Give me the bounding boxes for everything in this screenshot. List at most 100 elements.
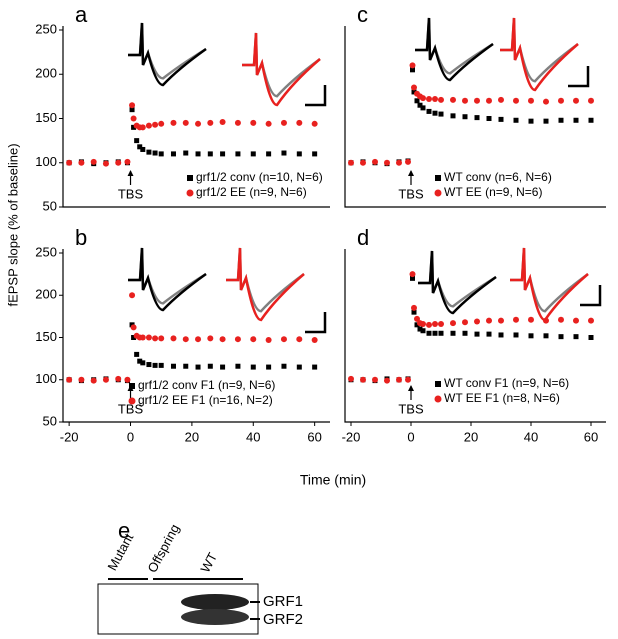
data-point xyxy=(411,309,417,315)
legend-marker xyxy=(187,175,193,181)
data-point xyxy=(78,376,85,383)
scale-bar xyxy=(568,66,590,88)
data-point xyxy=(140,146,146,152)
data-point xyxy=(234,119,241,126)
data-point xyxy=(528,118,534,124)
panel-letter: c xyxy=(357,2,368,27)
data-point xyxy=(528,333,534,339)
axis xyxy=(344,249,606,423)
legend-label: WT conv F1 (n=9, N=6) xyxy=(444,376,569,390)
y-tick-label: 250 xyxy=(35,244,57,259)
scale-bar xyxy=(580,285,602,307)
data-point xyxy=(130,324,137,331)
data-point xyxy=(250,364,256,370)
data-point xyxy=(573,317,579,324)
annotation-arrowhead xyxy=(127,170,134,176)
data-point xyxy=(220,151,226,157)
data-point xyxy=(588,335,594,340)
data-point xyxy=(432,110,438,116)
data-point xyxy=(66,376,73,383)
inset-trace xyxy=(418,250,497,315)
legend-marker xyxy=(435,175,441,181)
data-point xyxy=(234,336,241,343)
data-point xyxy=(486,317,492,324)
data-point xyxy=(134,138,140,144)
data-point xyxy=(432,330,438,336)
data-point xyxy=(137,358,143,364)
data-point xyxy=(124,158,131,165)
data-point xyxy=(558,97,564,104)
data-point xyxy=(115,159,122,166)
data-point xyxy=(498,96,504,103)
data-point xyxy=(195,151,201,157)
data-point xyxy=(124,376,131,383)
band-label: GRF1 xyxy=(263,593,303,610)
data-point xyxy=(281,363,287,369)
data-point xyxy=(498,332,504,338)
data-point xyxy=(417,326,423,332)
data-point xyxy=(102,376,109,383)
inset-trace xyxy=(510,247,589,322)
data-point xyxy=(158,151,164,157)
data-point xyxy=(129,292,136,299)
inset-trace xyxy=(415,17,494,82)
data-point xyxy=(474,97,480,104)
x-tick-label: -20 xyxy=(60,429,79,444)
legend-marker xyxy=(186,189,194,197)
data-point xyxy=(573,117,579,123)
data-point xyxy=(152,150,158,156)
data-point xyxy=(134,351,140,357)
data-point xyxy=(414,315,420,322)
chart-panel: b 50 100 150 200 250 -20 0 20 40 60 TBS grf1/2 conv … xyxy=(35,225,330,444)
annotation-arrowhead xyxy=(408,385,414,391)
band-label: GRF2 xyxy=(263,611,303,628)
data-point xyxy=(396,159,402,166)
axis xyxy=(344,26,606,208)
data-point xyxy=(573,97,579,104)
y-tick-label: 100 xyxy=(35,154,57,169)
data-point xyxy=(543,98,549,105)
legend-label: grf1/2 conv (n=10, N=6) xyxy=(196,170,323,184)
data-point xyxy=(409,271,416,278)
data-point xyxy=(250,336,257,343)
data-point xyxy=(152,121,159,128)
data-point xyxy=(498,116,504,122)
y-tick-label: 150 xyxy=(35,110,57,125)
annotation: TBS xyxy=(118,186,144,201)
data-point xyxy=(250,151,256,157)
data-point xyxy=(296,336,303,343)
data-point xyxy=(137,144,143,150)
data-point xyxy=(543,118,549,124)
data-point xyxy=(266,151,272,157)
data-point xyxy=(219,119,226,126)
data-point xyxy=(474,115,480,121)
x-tick-label: -20 xyxy=(342,429,361,444)
data-point xyxy=(414,98,420,104)
x-tick-label: 40 xyxy=(524,429,538,444)
legend-label: WT EE F1 (n=8, N=6) xyxy=(444,391,560,405)
inset-trace xyxy=(500,17,579,92)
data-point xyxy=(438,330,444,336)
data-point xyxy=(426,321,432,328)
data-point xyxy=(311,120,318,127)
chart-panel: c TBS WT conv (n=6, N=6)WT EE (n=9, N=6) xyxy=(344,2,606,208)
annotation-arrowhead xyxy=(408,170,414,176)
data-point xyxy=(131,335,137,340)
data-point xyxy=(140,360,146,366)
data-point xyxy=(115,375,122,382)
data-point xyxy=(558,117,564,123)
data-point xyxy=(588,317,594,324)
data-point xyxy=(486,116,492,121)
y-axis-label: fEPSP slope (% of baseline) xyxy=(5,143,20,306)
data-point xyxy=(139,124,146,131)
data-point xyxy=(296,119,303,126)
data-point xyxy=(145,334,152,341)
data-point xyxy=(195,336,202,343)
panel-letter: b xyxy=(75,225,87,250)
data-point xyxy=(129,107,135,113)
annotation: TBS xyxy=(398,401,424,416)
data-point xyxy=(280,336,287,343)
data-point xyxy=(405,158,411,165)
data-point xyxy=(265,337,272,344)
x-tick-label: 20 xyxy=(185,429,199,444)
